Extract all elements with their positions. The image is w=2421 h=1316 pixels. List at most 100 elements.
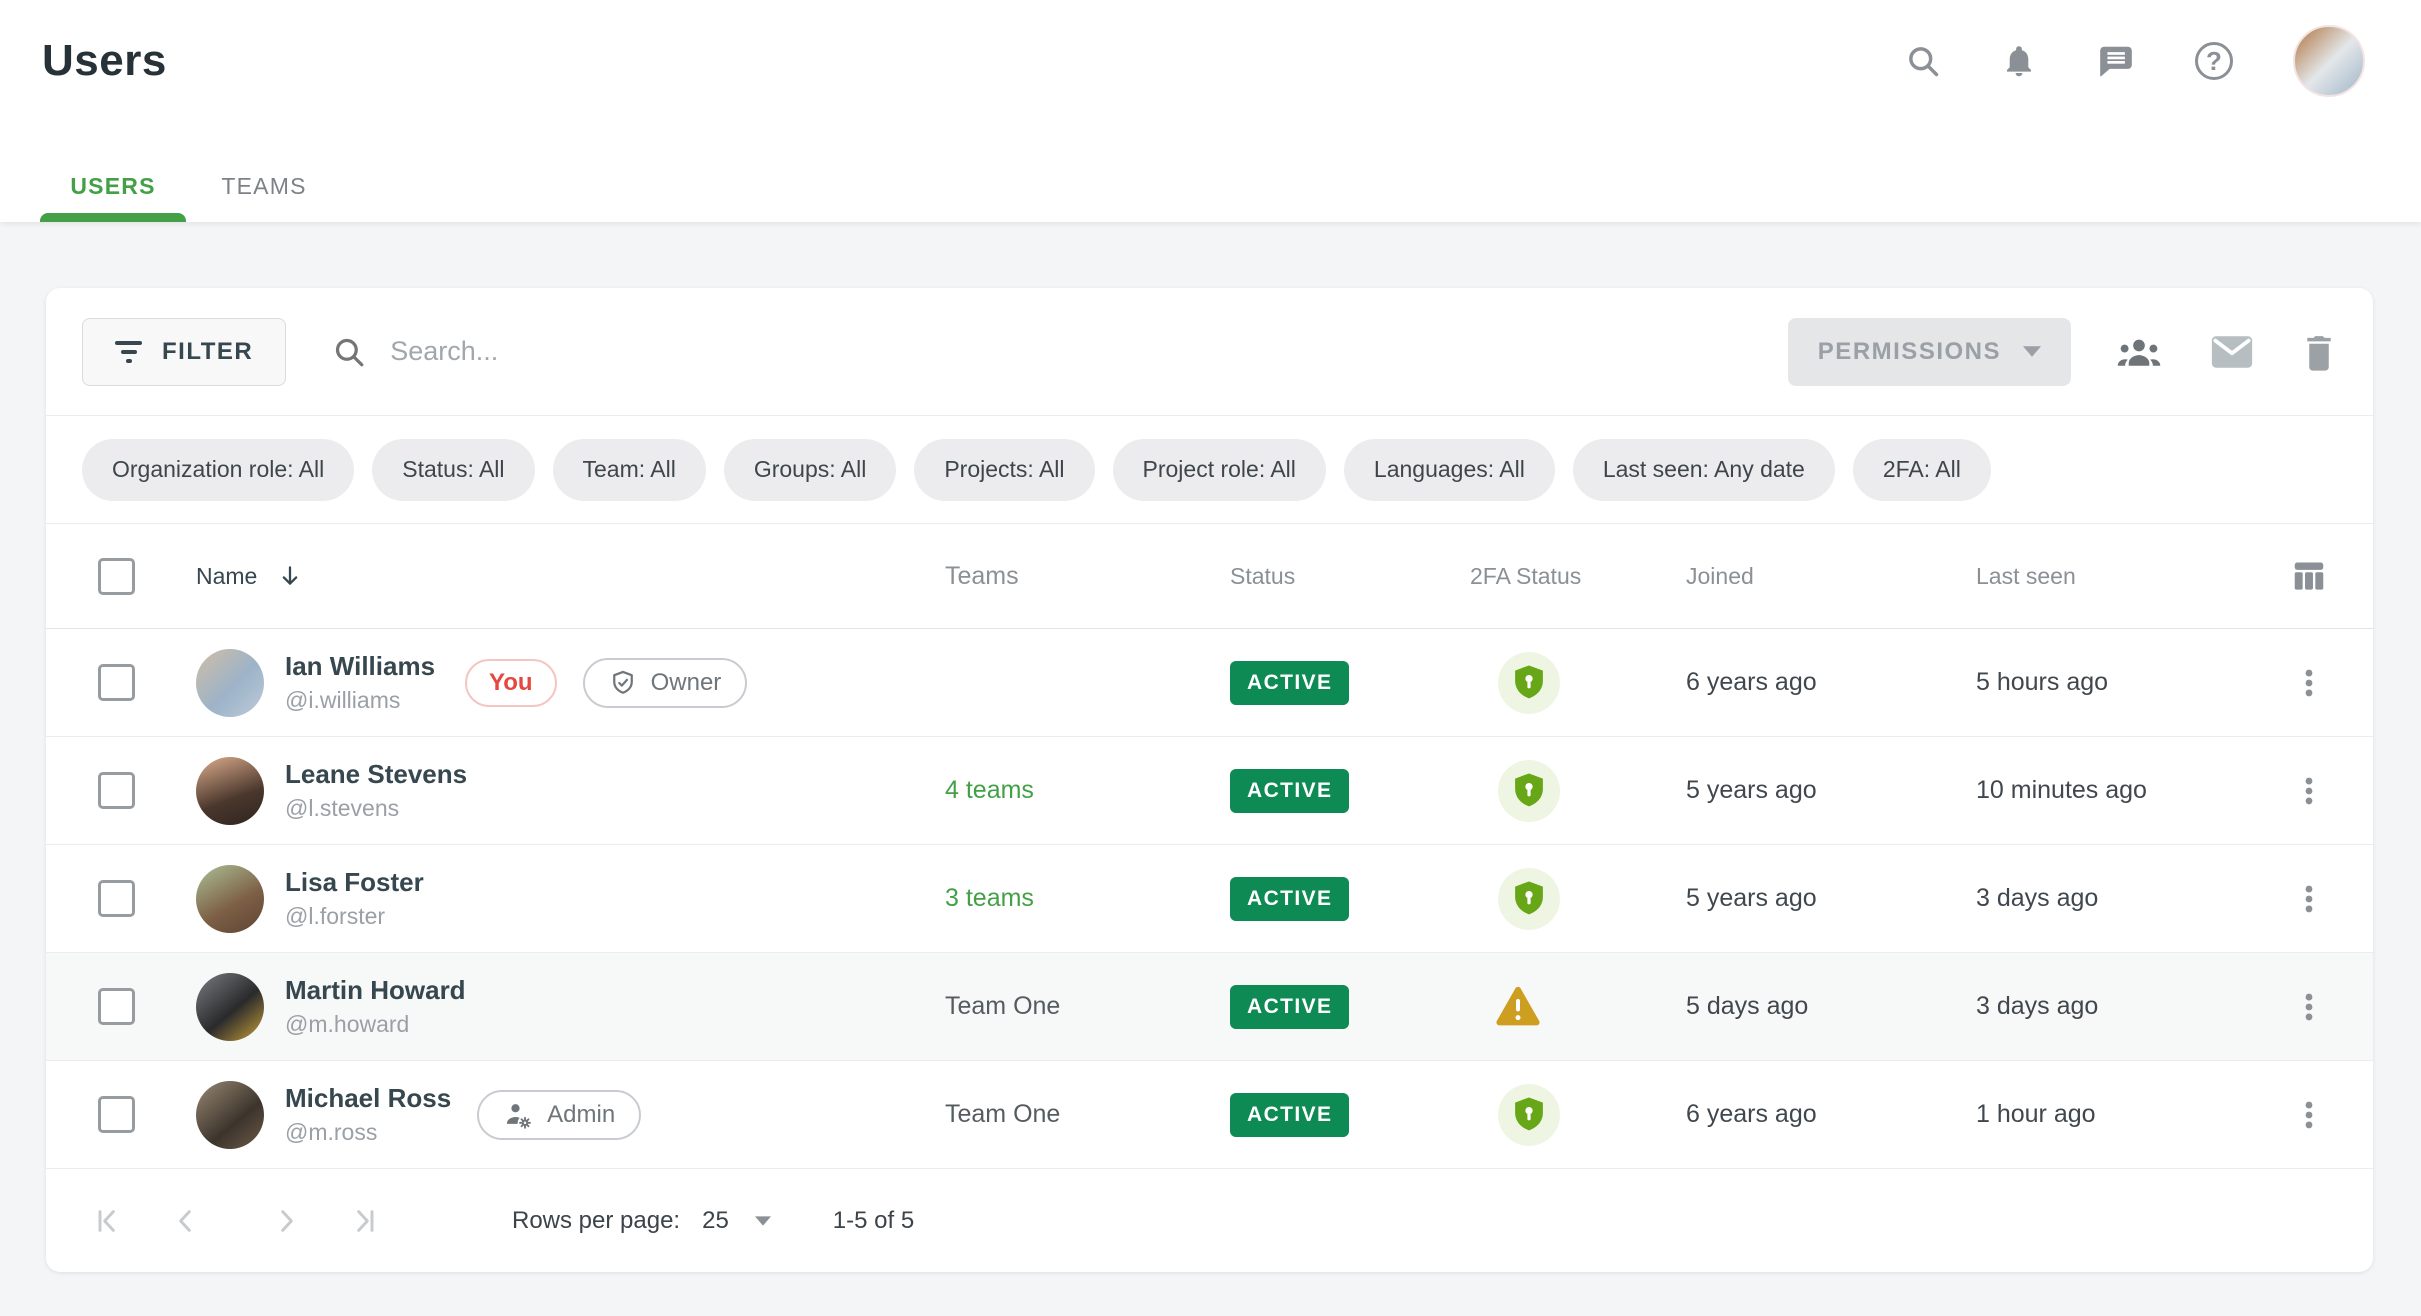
column-header-joined[interactable]: Joined bbox=[1686, 562, 1754, 589]
you-badge: You bbox=[465, 658, 557, 707]
column-header-teams[interactable]: Teams bbox=[945, 561, 1019, 590]
last-page-icon[interactable] bbox=[348, 1205, 380, 1237]
status-badge: ACTIVE bbox=[1230, 1092, 1350, 1137]
rows-per-page-caret-icon[interactable] bbox=[754, 1215, 771, 1226]
chip-project-role[interactable]: Project role: All bbox=[1112, 438, 1326, 501]
user-name[interactable]: Martin Howard bbox=[285, 975, 466, 1005]
twofa-enabled-shield-icon bbox=[1498, 867, 1560, 930]
tab-teams[interactable]: TEAMS bbox=[221, 172, 307, 199]
user-name[interactable]: Leane Stevens bbox=[285, 759, 468, 789]
avatar bbox=[196, 972, 264, 1041]
role-badge-label: Admin bbox=[547, 1100, 616, 1128]
add-members-icon[interactable] bbox=[2115, 333, 2163, 371]
permissions-label: PERMISSIONS bbox=[1817, 337, 2001, 365]
last-seen-cell: 10 minutes ago bbox=[1976, 776, 2147, 804]
user-avatar[interactable] bbox=[2293, 25, 2365, 97]
joined-cell: 5 days ago bbox=[1686, 992, 1809, 1020]
row-checkbox[interactable] bbox=[98, 1096, 135, 1133]
joined-cell: 6 years ago bbox=[1686, 668, 1817, 696]
user-name[interactable]: Lisa Foster bbox=[285, 867, 424, 897]
select-all-checkbox[interactable] bbox=[98, 557, 135, 595]
twofa-warning-icon bbox=[1494, 986, 1542, 1028]
twofa-enabled-shield-icon bbox=[1498, 759, 1560, 822]
table-row: Martin Howard @m.howard Team One ACTIVE … bbox=[46, 953, 2373, 1061]
column-header-name[interactable]: Name bbox=[196, 562, 258, 589]
messages-chat-icon[interactable] bbox=[2097, 42, 2135, 80]
tab-users[interactable]: USERS bbox=[40, 150, 186, 222]
user-handle: @l.stevens bbox=[285, 795, 400, 821]
column-header-status[interactable]: Status bbox=[1230, 562, 1296, 589]
row-checkbox[interactable] bbox=[98, 880, 135, 917]
row-menu-icon[interactable] bbox=[2292, 882, 2326, 916]
avatar bbox=[196, 756, 264, 825]
filter-button[interactable]: FILTER bbox=[82, 317, 287, 386]
search-field bbox=[332, 335, 1788, 369]
chip-projects[interactable]: Projects: All bbox=[914, 438, 1095, 501]
notifications-bell-icon[interactable] bbox=[2001, 43, 2037, 79]
filter-icon bbox=[115, 340, 142, 363]
table-row: Michael Ross @m.ross Admin bbox=[46, 1061, 2373, 1169]
teams-link[interactable]: 3 teams bbox=[945, 884, 1034, 912]
status-badge: ACTIVE bbox=[1230, 768, 1350, 813]
email-icon[interactable] bbox=[2211, 335, 2253, 369]
tab-bar: USERS TEAMS bbox=[0, 122, 2421, 222]
owner-badge: Owner bbox=[582, 657, 748, 708]
table-row: Leane Stevens @l.stevens 4 teams ACTIVE … bbox=[46, 737, 2373, 845]
top-bar: Users ? bbox=[0, 0, 2421, 222]
page-title: Users bbox=[42, 36, 167, 85]
joined-cell: 5 years ago bbox=[1686, 884, 1817, 912]
teams-link[interactable]: 4 teams bbox=[945, 776, 1034, 804]
last-seen-cell: 5 hours ago bbox=[1976, 668, 2109, 696]
users-card: FILTER PERMISSIONS bbox=[46, 288, 2373, 1272]
user-handle: @m.ross bbox=[285, 1119, 378, 1145]
admin-badge: Admin bbox=[477, 1089, 642, 1140]
column-settings-icon[interactable] bbox=[2290, 557, 2328, 595]
pagination-range: 1-5 of 5 bbox=[832, 1206, 915, 1234]
chip-status[interactable]: Status: All bbox=[372, 438, 535, 501]
user-name[interactable]: Michael Ross bbox=[285, 1083, 452, 1113]
rows-per-page-value[interactable]: 25 bbox=[702, 1206, 729, 1234]
table-row: Ian Williams @i.williams You Owner ACTIV… bbox=[46, 629, 2373, 737]
row-menu-icon[interactable] bbox=[2292, 666, 2326, 700]
joined-cell: 5 years ago bbox=[1686, 776, 1817, 804]
twofa-enabled-shield-icon bbox=[1498, 1083, 1560, 1146]
user-name[interactable]: Ian Williams bbox=[285, 651, 436, 681]
rows-per-page-label: Rows per page: bbox=[512, 1206, 681, 1234]
sort-descending-icon[interactable] bbox=[277, 563, 303, 589]
status-badge: ACTIVE bbox=[1230, 984, 1350, 1029]
previous-page-icon[interactable] bbox=[170, 1205, 202, 1237]
row-menu-icon[interactable] bbox=[2292, 1098, 2326, 1132]
chip-team[interactable]: Team: All bbox=[552, 438, 706, 501]
table-toolbar: FILTER PERMISSIONS bbox=[46, 288, 2373, 416]
table-row: Lisa Foster @l.forster 3 teams ACTIVE 5 … bbox=[46, 845, 2373, 953]
column-header-last-seen[interactable]: Last seen bbox=[1976, 562, 2076, 589]
avatar bbox=[196, 648, 264, 717]
first-page-icon[interactable] bbox=[92, 1205, 124, 1237]
row-checkbox[interactable] bbox=[98, 772, 135, 809]
row-menu-icon[interactable] bbox=[2292, 990, 2326, 1024]
teams-cell: Team One bbox=[945, 992, 1061, 1020]
help-icon[interactable]: ? bbox=[2195, 42, 2233, 80]
teams-cell: Team One bbox=[945, 1100, 1061, 1128]
pagination-bar: Rows per page: 25 1-5 of 5 bbox=[46, 1169, 2373, 1272]
next-page-icon[interactable] bbox=[270, 1205, 302, 1237]
chip-last-seen[interactable]: Last seen: Any date bbox=[1572, 438, 1835, 501]
search-input[interactable] bbox=[390, 336, 1788, 367]
filter-button-label: FILTER bbox=[162, 337, 254, 365]
avatar bbox=[196, 1080, 264, 1149]
chip-languages[interactable]: Languages: All bbox=[1343, 438, 1555, 501]
row-checkbox[interactable] bbox=[98, 988, 135, 1025]
chip-2fa[interactable]: 2FA: All bbox=[1852, 438, 1991, 501]
chip-organization-role[interactable]: Organization role: All bbox=[82, 438, 355, 501]
row-checkbox[interactable] bbox=[98, 664, 135, 701]
search-icon[interactable] bbox=[1905, 43, 1941, 79]
joined-cell: 6 years ago bbox=[1686, 1100, 1817, 1128]
delete-icon[interactable] bbox=[2301, 332, 2337, 372]
chip-groups[interactable]: Groups: All bbox=[723, 438, 897, 501]
shield-check-icon bbox=[612, 670, 633, 694]
twofa-enabled-shield-icon bbox=[1498, 651, 1560, 714]
last-seen-cell: 3 days ago bbox=[1976, 884, 2099, 912]
row-menu-icon[interactable] bbox=[2292, 774, 2326, 808]
column-header-2fa[interactable]: 2FA Status bbox=[1470, 562, 1582, 589]
permissions-dropdown[interactable]: PERMISSIONS bbox=[1787, 317, 2071, 386]
